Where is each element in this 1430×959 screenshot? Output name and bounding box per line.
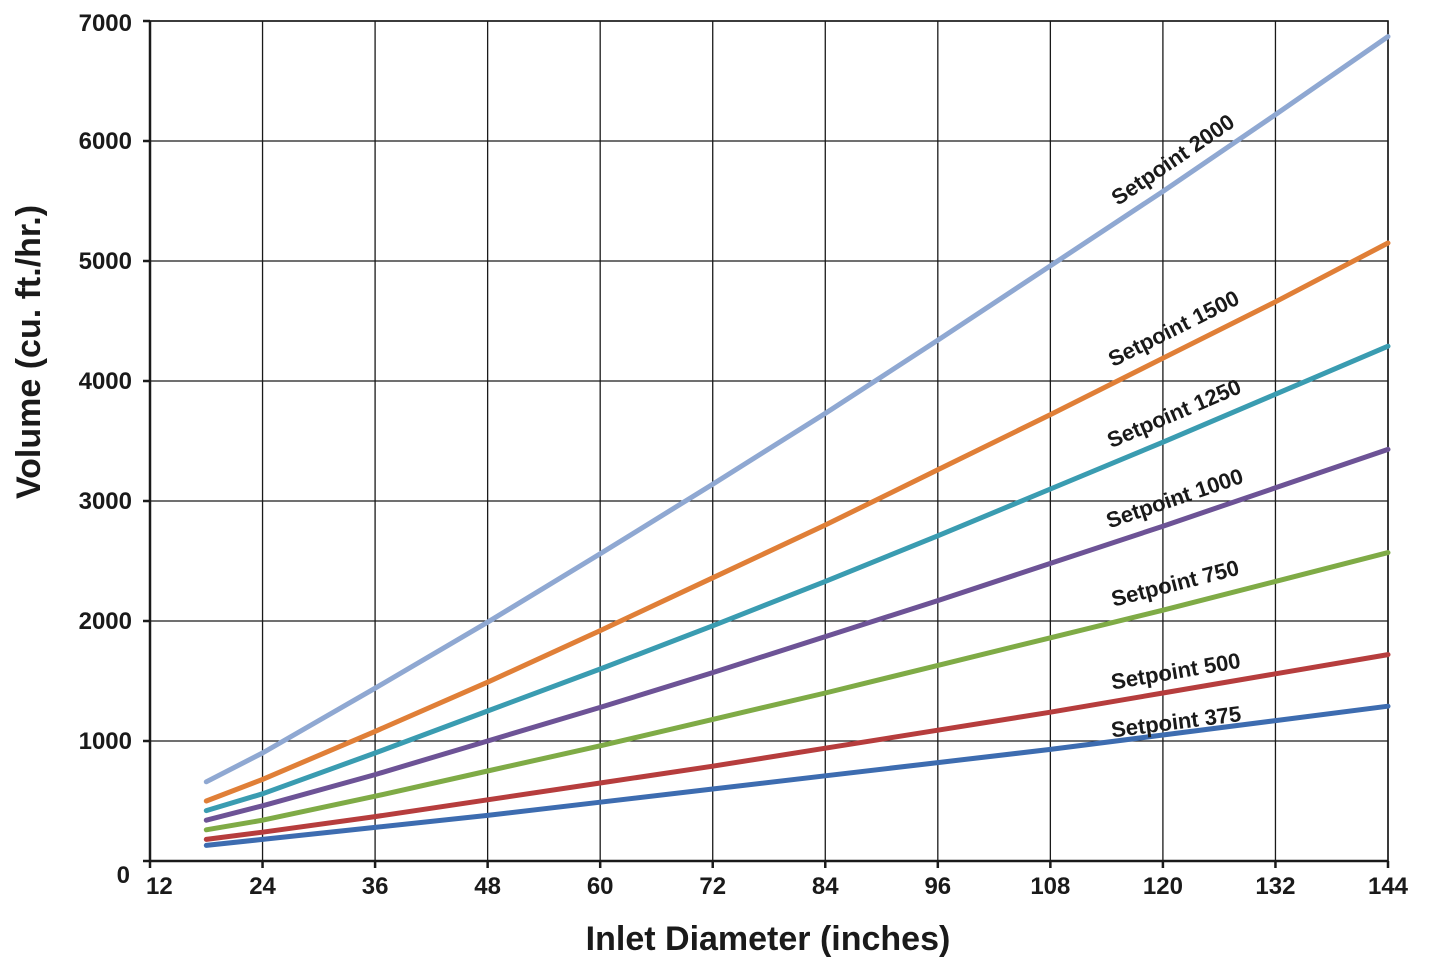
y-axis-title: Volume (cu. ft./hr.): [10, 205, 48, 499]
x-tick-label: 108: [1030, 873, 1070, 900]
series-label: Setpoint 750: [1109, 555, 1242, 612]
series-line-setpoint-375: [203, 703, 1391, 848]
series-label: Setpoint 2000: [1107, 109, 1239, 210]
x-tick-label: 144: [1368, 873, 1409, 900]
x-axis-title: Inlet Diameter (inches): [586, 920, 951, 958]
y-tick-label: 4000: [79, 368, 132, 395]
series-line-setpoint-1500: [203, 240, 1391, 804]
y-tick-label: 1000: [79, 728, 132, 755]
x-tick-label: 72: [699, 873, 726, 900]
series-line-setpoint-2000: [203, 34, 1391, 785]
y-tick-label: 2000: [79, 608, 132, 635]
series-line-setpoint-750: [203, 550, 1391, 833]
x-tick-label: 84: [812, 873, 839, 900]
y-tick-label: 6000: [79, 128, 132, 155]
x-tick-label: 60: [587, 873, 614, 900]
series-label: Setpoint 1250: [1103, 374, 1244, 453]
x-tick-label: 12: [146, 873, 173, 900]
x-tick-label: 48: [474, 873, 501, 900]
x-tick-label: 120: [1143, 873, 1183, 900]
series-line-setpoint-1000: [203, 446, 1391, 823]
axes: [143, 19, 1390, 868]
y-tick-label: 5000: [79, 248, 132, 275]
x-tick-label: 96: [924, 873, 951, 900]
y-tick-label: 3000: [79, 488, 132, 515]
series-line-setpoint-1250: [203, 343, 1391, 814]
x-tick-label: 24: [249, 873, 276, 900]
series-label: Setpoint 500: [1109, 648, 1242, 695]
series-line-setpoint-500: [203, 652, 1391, 842]
series-lines: [203, 34, 1391, 848]
x-tick-label: 36: [362, 873, 389, 900]
tick-labels: 12 24 36 48 60 72 84 96 108 120 132 144 0 1000 2000 300…: [79, 10, 1409, 900]
x-tick-label: 132: [1255, 873, 1295, 900]
y-tick-label: 0: [117, 862, 130, 889]
series-label: Setpoint 375: [1110, 701, 1243, 742]
y-tick-label: 7000: [79, 10, 132, 37]
